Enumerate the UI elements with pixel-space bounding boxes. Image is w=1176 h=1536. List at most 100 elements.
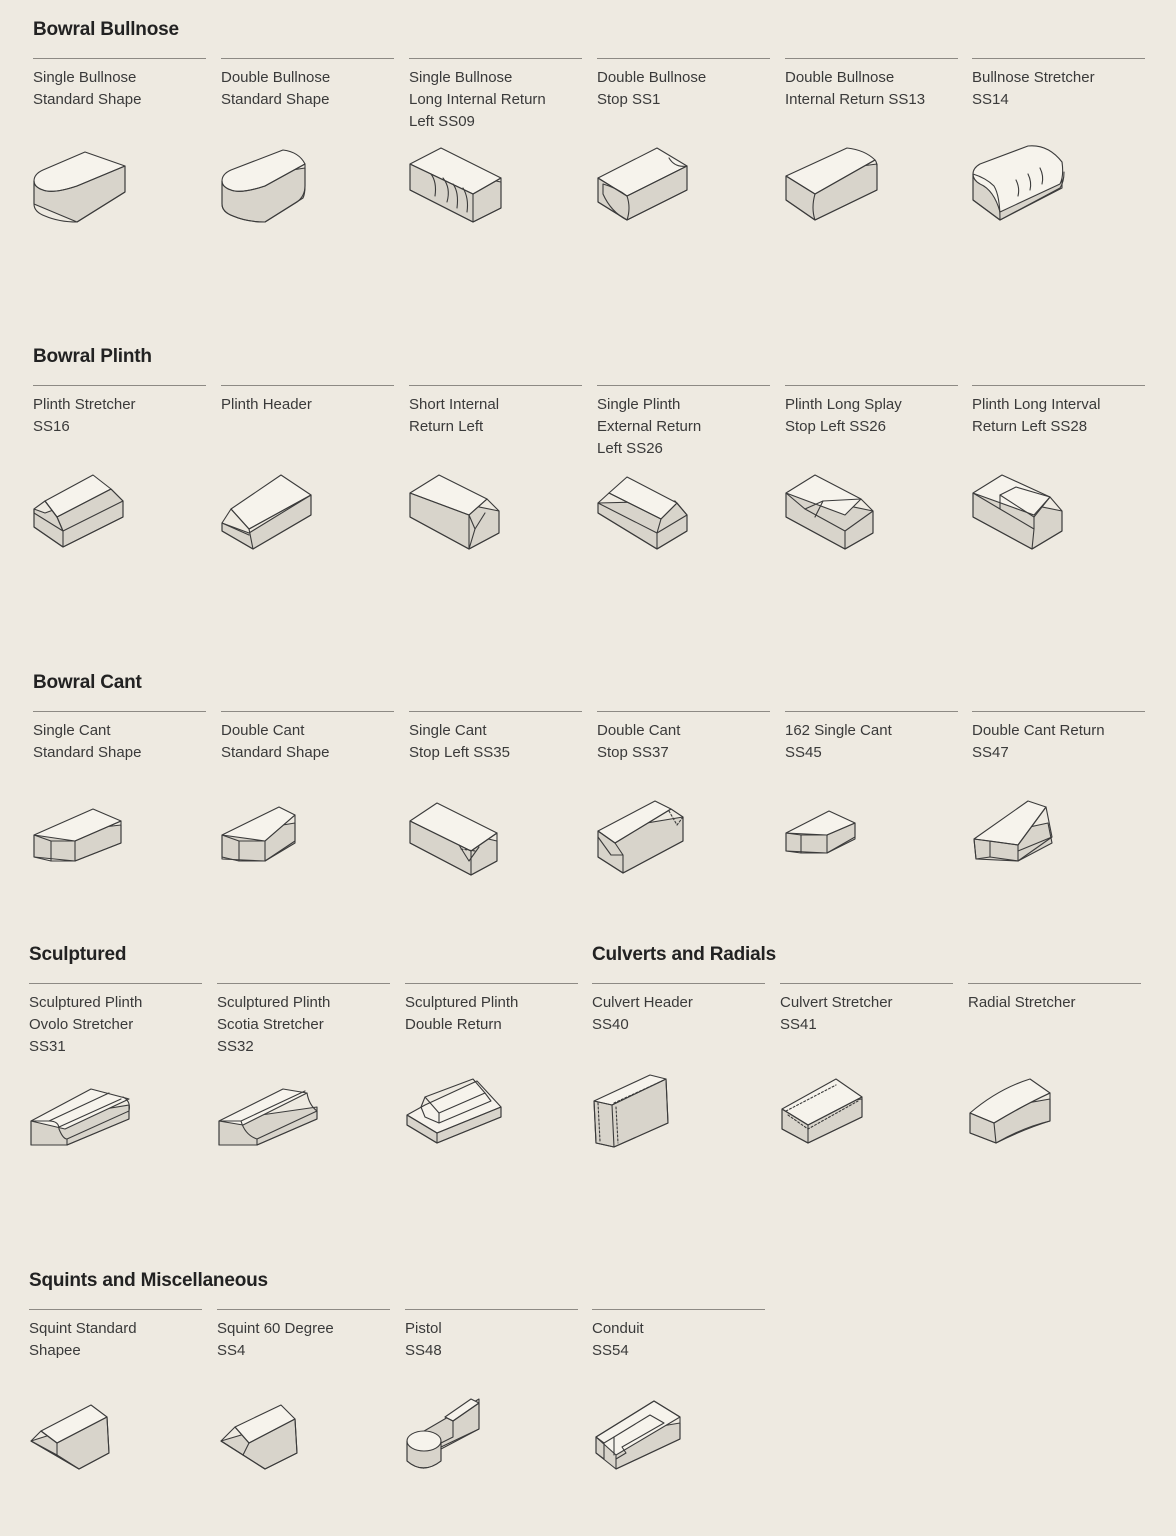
brick-item: Short Internal Return Left (409, 385, 582, 550)
brick-item: Single Cant Stop Left SS35 (409, 711, 582, 876)
brick-item: Plinth Stretcher SS16 (33, 385, 206, 548)
brick-label: Plinth Long Interval Return Left SS28 (972, 396, 1101, 435)
single-bullnose-brick-icon (33, 146, 133, 231)
brick-item: Radial Stretcher (968, 983, 1141, 1144)
culvert-stretcher-icon (780, 1077, 880, 1162)
plinth-splay-stop-icon (785, 473, 885, 558)
divider (405, 983, 578, 984)
plinth-header-icon (221, 473, 321, 558)
divider (33, 385, 206, 386)
radial-stretcher-icon (968, 1077, 1068, 1162)
brick-label: Single Bullnose Standard Shape (33, 69, 142, 108)
brick-item: Sculptured Plinth Ovolo Stretcher SS31 (29, 983, 202, 1146)
brick-label: Plinth Stretcher SS16 (33, 396, 136, 435)
brick-label: Single Cant Stop Left SS35 (409, 722, 510, 761)
divider (592, 1309, 765, 1310)
brick-label: Culvert Stretcher SS41 (780, 994, 893, 1033)
brick-item: Culvert Header SS40 (592, 983, 765, 1148)
brick-item: 162 Single Cant SS45 (785, 711, 958, 854)
section-title-squints: Squints and Miscellaneous (29, 1270, 268, 1291)
divider (405, 1309, 578, 1310)
divider (409, 385, 582, 386)
divider (33, 711, 206, 712)
brick-label: Double Bullnose Standard Shape (221, 69, 331, 108)
brick-label: Plinth Long Splay Stop Left SS26 (785, 396, 902, 435)
single-cant-icon (33, 799, 133, 884)
double-cant-return-icon (972, 799, 1072, 884)
ovolo-stretcher-icon (29, 1083, 139, 1158)
divider (785, 385, 958, 386)
brick-label: Squint Standard Shapee (29, 1320, 137, 1359)
divider (972, 58, 1145, 59)
brick-item: Sculptured Plinth Double Return (405, 983, 578, 1144)
bullnose-stop-icon (597, 146, 697, 231)
brick-label: Short Internal Return Left (409, 396, 500, 435)
brick-label: Single Bullnose Long Internal Return Lef… (409, 69, 546, 130)
brick-label: Bullnose Stretcher SS14 (972, 69, 1095, 108)
divider (972, 385, 1145, 386)
brick-item: Double Cant Standard Shape (221, 711, 394, 862)
scotia-stretcher-icon (217, 1083, 327, 1158)
brick-label: Plinth Header (221, 396, 312, 413)
divider (785, 58, 958, 59)
brick-item: Squint 60 Degree SS4 (217, 1309, 390, 1470)
brick-label: Single Cant Standard Shape (33, 722, 142, 761)
brick-item: Double Bullnose Stop SS1 (597, 58, 770, 221)
brick-label: Sculptured Plinth Double Return (405, 994, 519, 1033)
brick-label: Double Cant Standard Shape (221, 722, 330, 761)
plinth-long-return-icon (972, 473, 1072, 558)
brick-item: Single Cant Standard Shape (33, 711, 206, 862)
divider (221, 385, 394, 386)
brick-item: Plinth Long Splay Stop Left SS26 (785, 385, 958, 550)
brick-item: Bullnose Stretcher SS14 (972, 58, 1145, 221)
divider (597, 58, 770, 59)
single-cant-stop-icon (409, 799, 509, 884)
brick-label: Sculptured Plinth Scotia Stretcher SS32 (217, 994, 331, 1055)
brick-item: Double Cant Stop SS37 (597, 711, 770, 874)
brick-label: 162 Single Cant SS45 (785, 722, 892, 761)
divider (29, 983, 202, 984)
single-cant-162-icon (785, 799, 885, 884)
divider (33, 58, 206, 59)
divider (217, 983, 390, 984)
brick-item: Plinth Header (221, 385, 394, 550)
squint-standard-icon (29, 1403, 129, 1488)
divider (597, 711, 770, 712)
double-bullnose-brick-icon (221, 146, 321, 231)
divider (409, 58, 582, 59)
double-bullnose-internal-return-icon (785, 146, 885, 231)
brick-item: Squint Standard Shapee (29, 1309, 202, 1470)
brick-item: Double Cant Return SS47 (972, 711, 1145, 862)
brick-label: Conduit SS54 (592, 1320, 644, 1359)
section-title-cant: Bowral Cant (33, 672, 142, 693)
section-title-plinth: Bowral Plinth (33, 346, 152, 367)
brick-label: Radial Stretcher (968, 994, 1076, 1011)
brick-item: Sculptured Plinth Scotia Stretcher SS32 (217, 983, 390, 1146)
brick-item: Single Plinth External Return Left SS26 (597, 385, 770, 550)
divider (968, 983, 1141, 984)
section-title-culverts: Culverts and Radials (592, 944, 776, 965)
section-title-bullnose: Bowral Bullnose (33, 19, 179, 40)
brick-item: Single Bullnose Long Internal Return Lef… (409, 58, 582, 223)
brick-label: Pistol SS48 (405, 1320, 442, 1359)
brick-label: Squint 60 Degree SS4 (217, 1320, 334, 1359)
plinth-external-return-icon (597, 473, 697, 558)
divider (409, 711, 582, 712)
culvert-header-icon (592, 1073, 692, 1158)
divider (221, 58, 394, 59)
section-title-sculptured: Sculptured (29, 944, 127, 965)
double-cant-icon (221, 799, 321, 884)
divider (785, 711, 958, 712)
plinth-stretcher-icon (33, 473, 133, 558)
divider (217, 1309, 390, 1310)
divider (592, 983, 765, 984)
short-internal-return-icon (409, 473, 509, 558)
bullnose-stretcher-icon (972, 145, 1072, 231)
pistol-brick-icon (405, 1397, 505, 1482)
brick-label: Double Cant Return SS47 (972, 722, 1105, 761)
squint-60-icon (217, 1403, 317, 1488)
brick-label: Culvert Header SS40 (592, 994, 693, 1033)
divider (972, 711, 1145, 712)
divider (597, 385, 770, 386)
brick-item: Double Bullnose Internal Return SS13 (785, 58, 958, 221)
